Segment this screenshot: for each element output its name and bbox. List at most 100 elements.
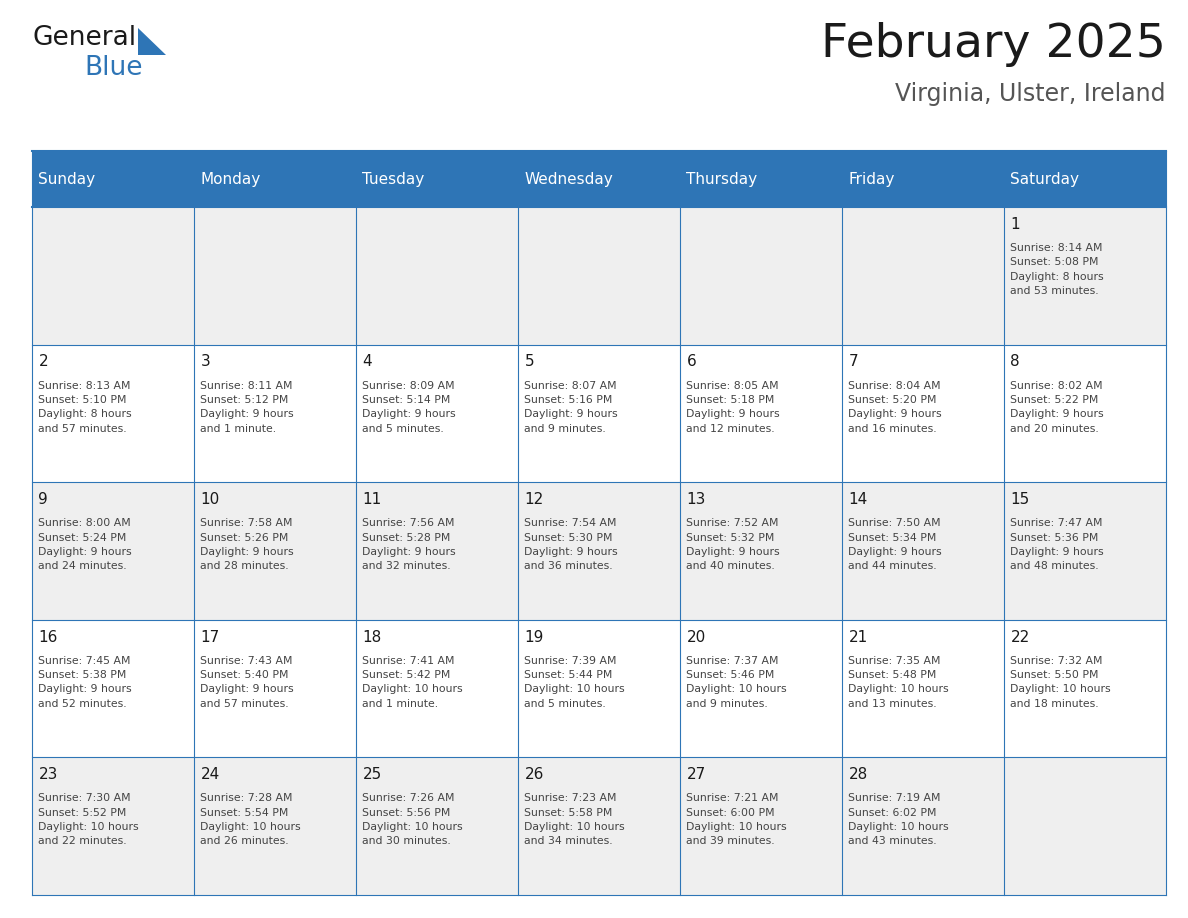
Bar [518,207,680,345]
Bar [32,757,194,895]
Bar [356,345,518,482]
Text: 14: 14 [848,492,867,507]
Bar [194,207,356,345]
Text: Blue: Blue [84,55,143,81]
Text: Sunrise: 8:07 AM
Sunset: 5:16 PM
Daylight: 9 hours
and 9 minutes.: Sunrise: 8:07 AM Sunset: 5:16 PM Dayligh… [524,381,618,434]
Bar [1004,151,1165,207]
Bar [518,757,680,895]
Bar [356,151,518,207]
Bar [356,207,518,345]
Text: 20: 20 [687,630,706,644]
Text: 16: 16 [38,630,58,644]
Bar [518,482,680,620]
Text: 5: 5 [524,354,535,369]
Text: 17: 17 [201,630,220,644]
Bar [842,151,1004,207]
Text: Sunrise: 8:11 AM
Sunset: 5:12 PM
Daylight: 9 hours
and 1 minute.: Sunrise: 8:11 AM Sunset: 5:12 PM Dayligh… [201,381,295,434]
Bar [356,482,518,620]
Text: Sunrise: 7:26 AM
Sunset: 5:56 PM
Daylight: 10 hours
and 30 minutes.: Sunrise: 7:26 AM Sunset: 5:56 PM Dayligh… [362,793,463,846]
Text: Sunrise: 7:58 AM
Sunset: 5:26 PM
Daylight: 9 hours
and 28 minutes.: Sunrise: 7:58 AM Sunset: 5:26 PM Dayligh… [201,518,295,571]
Text: 24: 24 [201,767,220,782]
Text: 6: 6 [687,354,696,369]
Text: 3: 3 [201,354,210,369]
Bar [680,620,842,757]
Text: Monday: Monday [201,172,260,187]
Text: Sunrise: 8:14 AM
Sunset: 5:08 PM
Daylight: 8 hours
and 53 minutes.: Sunrise: 8:14 AM Sunset: 5:08 PM Dayligh… [1011,243,1104,297]
Text: Sunrise: 8:02 AM
Sunset: 5:22 PM
Daylight: 9 hours
and 20 minutes.: Sunrise: 8:02 AM Sunset: 5:22 PM Dayligh… [1011,381,1104,434]
Text: 22: 22 [1011,630,1030,644]
Bar [194,345,356,482]
Bar [842,620,1004,757]
Text: Sunrise: 7:37 AM
Sunset: 5:46 PM
Daylight: 10 hours
and 9 minutes.: Sunrise: 7:37 AM Sunset: 5:46 PM Dayligh… [687,655,788,709]
Bar [842,207,1004,345]
Bar [194,620,356,757]
Text: Sunrise: 8:00 AM
Sunset: 5:24 PM
Daylight: 9 hours
and 24 minutes.: Sunrise: 8:00 AM Sunset: 5:24 PM Dayligh… [38,518,132,571]
Text: Sunrise: 7:45 AM
Sunset: 5:38 PM
Daylight: 9 hours
and 52 minutes.: Sunrise: 7:45 AM Sunset: 5:38 PM Dayligh… [38,655,132,709]
Text: Sunrise: 7:19 AM
Sunset: 6:02 PM
Daylight: 10 hours
and 43 minutes.: Sunrise: 7:19 AM Sunset: 6:02 PM Dayligh… [848,793,949,846]
Text: Sunrise: 8:09 AM
Sunset: 5:14 PM
Daylight: 9 hours
and 5 minutes.: Sunrise: 8:09 AM Sunset: 5:14 PM Dayligh… [362,381,456,434]
Bar [356,757,518,895]
Text: 26: 26 [524,767,544,782]
Text: Sunrise: 7:21 AM
Sunset: 6:00 PM
Daylight: 10 hours
and 39 minutes.: Sunrise: 7:21 AM Sunset: 6:00 PM Dayligh… [687,793,788,846]
Bar [518,620,680,757]
Text: 23: 23 [38,767,58,782]
Text: Sunrise: 7:30 AM
Sunset: 5:52 PM
Daylight: 10 hours
and 22 minutes.: Sunrise: 7:30 AM Sunset: 5:52 PM Dayligh… [38,793,139,846]
Text: Sunrise: 7:41 AM
Sunset: 5:42 PM
Daylight: 10 hours
and 1 minute.: Sunrise: 7:41 AM Sunset: 5:42 PM Dayligh… [362,655,463,709]
Text: Sunrise: 8:04 AM
Sunset: 5:20 PM
Daylight: 9 hours
and 16 minutes.: Sunrise: 8:04 AM Sunset: 5:20 PM Dayligh… [848,381,942,434]
Bar [194,151,356,207]
Bar [518,345,680,482]
Text: Sunrise: 7:35 AM
Sunset: 5:48 PM
Daylight: 10 hours
and 13 minutes.: Sunrise: 7:35 AM Sunset: 5:48 PM Dayligh… [848,655,949,709]
Text: 8: 8 [1011,354,1020,369]
Polygon shape [138,28,166,55]
Text: Sunrise: 7:23 AM
Sunset: 5:58 PM
Daylight: 10 hours
and 34 minutes.: Sunrise: 7:23 AM Sunset: 5:58 PM Dayligh… [524,793,625,846]
Text: 25: 25 [362,767,381,782]
Bar [518,151,680,207]
Bar [680,207,842,345]
Bar [32,345,194,482]
Text: 10: 10 [201,492,220,507]
Text: 27: 27 [687,767,706,782]
Text: Sunrise: 7:39 AM
Sunset: 5:44 PM
Daylight: 10 hours
and 5 minutes.: Sunrise: 7:39 AM Sunset: 5:44 PM Dayligh… [524,655,625,709]
Text: Sunrise: 7:32 AM
Sunset: 5:50 PM
Daylight: 10 hours
and 18 minutes.: Sunrise: 7:32 AM Sunset: 5:50 PM Dayligh… [1011,655,1111,709]
Text: Sunday: Sunday [38,172,95,187]
Text: February 2025: February 2025 [821,22,1165,67]
Bar [32,151,194,207]
Bar [842,345,1004,482]
Bar [32,207,194,345]
Text: Thursday: Thursday [687,172,758,187]
Bar [1004,345,1165,482]
Text: 9: 9 [38,492,49,507]
Bar [356,620,518,757]
Text: Tuesday: Tuesday [362,172,425,187]
Bar [1004,207,1165,345]
Bar [194,757,356,895]
Text: Virginia, Ulster, Ireland: Virginia, Ulster, Ireland [896,82,1165,106]
Text: 12: 12 [524,492,544,507]
Bar [680,151,842,207]
Text: 11: 11 [362,492,381,507]
Text: Sunrise: 7:50 AM
Sunset: 5:34 PM
Daylight: 9 hours
and 44 minutes.: Sunrise: 7:50 AM Sunset: 5:34 PM Dayligh… [848,518,942,571]
Text: 4: 4 [362,354,372,369]
Text: Sunrise: 7:52 AM
Sunset: 5:32 PM
Daylight: 9 hours
and 40 minutes.: Sunrise: 7:52 AM Sunset: 5:32 PM Dayligh… [687,518,781,571]
Text: Sunrise: 8:05 AM
Sunset: 5:18 PM
Daylight: 9 hours
and 12 minutes.: Sunrise: 8:05 AM Sunset: 5:18 PM Dayligh… [687,381,781,434]
Text: 19: 19 [524,630,544,644]
Bar [1004,482,1165,620]
Text: Wednesday: Wednesday [524,172,613,187]
Bar [1004,620,1165,757]
Text: Sunrise: 7:43 AM
Sunset: 5:40 PM
Daylight: 9 hours
and 57 minutes.: Sunrise: 7:43 AM Sunset: 5:40 PM Dayligh… [201,655,295,709]
Bar [1004,757,1165,895]
Text: 7: 7 [848,354,858,369]
Text: 13: 13 [687,492,706,507]
Text: 28: 28 [848,767,867,782]
Text: 21: 21 [848,630,867,644]
Bar [194,482,356,620]
Bar [680,345,842,482]
Text: 1: 1 [1011,217,1020,232]
Bar [680,482,842,620]
Text: Sunrise: 7:47 AM
Sunset: 5:36 PM
Daylight: 9 hours
and 48 minutes.: Sunrise: 7:47 AM Sunset: 5:36 PM Dayligh… [1011,518,1104,571]
Text: Sunrise: 8:13 AM
Sunset: 5:10 PM
Daylight: 8 hours
and 57 minutes.: Sunrise: 8:13 AM Sunset: 5:10 PM Dayligh… [38,381,132,434]
Text: Sunrise: 7:28 AM
Sunset: 5:54 PM
Daylight: 10 hours
and 26 minutes.: Sunrise: 7:28 AM Sunset: 5:54 PM Dayligh… [201,793,301,846]
Text: 2: 2 [38,354,48,369]
Text: 15: 15 [1011,492,1030,507]
Text: General: General [32,25,137,51]
